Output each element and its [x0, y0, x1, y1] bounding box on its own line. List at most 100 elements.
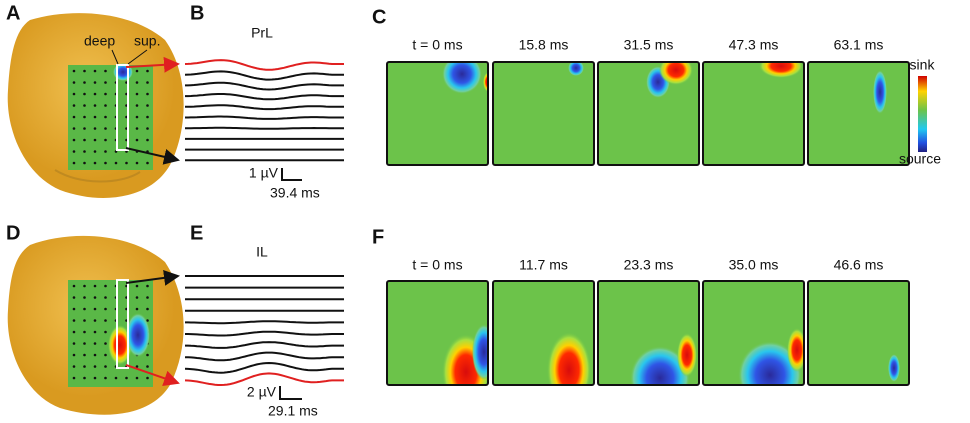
frame-border: [807, 280, 910, 386]
electrode: [72, 376, 76, 380]
electrode: [104, 307, 107, 311]
electrode: [83, 150, 86, 153]
electrode: [83, 92, 86, 96]
csd-frame: [387, 62, 488, 165]
panel-letter: C: [372, 6, 386, 28]
csd-frame: [808, 281, 909, 385]
frame-border: [597, 280, 700, 386]
csd-blob: [787, 328, 804, 372]
electrode: [146, 376, 149, 380]
electrode: [83, 296, 86, 299]
electrode: [83, 353, 86, 357]
electrode: [72, 150, 76, 153]
region-label: PrL: [251, 25, 273, 41]
electrode: [146, 161, 149, 165]
electrode: [146, 138, 149, 142]
slice-contour: [54, 169, 141, 183]
electrode: [135, 138, 139, 142]
frame-border: [702, 280, 805, 386]
trace: [185, 330, 344, 337]
electrode: [83, 161, 86, 165]
electrode: [104, 319, 107, 322]
electrode: [104, 150, 107, 153]
electrode: [146, 284, 149, 288]
csd-frames: t = 0 ms 11.7 ms 23.3 ms 35.0 ms 46.6 ms: [386, 257, 910, 386]
electrode: [93, 127, 97, 130]
electrode: [104, 284, 107, 288]
traces: [184, 275, 344, 386]
trace: [184, 351, 344, 362]
csd-blob: [888, 354, 900, 382]
column-outline: [116, 279, 129, 369]
electrode: [93, 296, 97, 299]
electrode: [104, 92, 107, 96]
csd-frame: [598, 62, 699, 165]
electrode: [104, 127, 107, 130]
electrode: [93, 319, 97, 322]
pointer: [127, 49, 148, 65]
arrow: [125, 269, 180, 286]
panel-letter: F: [372, 226, 384, 248]
frame-border: [386, 61, 489, 166]
electrode: [104, 296, 107, 299]
frame-border: [492, 61, 595, 166]
frame-border: [597, 61, 700, 166]
electrode: [83, 330, 86, 334]
panel-letter: A: [6, 2, 20, 24]
electrode: [93, 81, 97, 84]
csd-blob: [568, 62, 584, 76]
electrode: [93, 307, 97, 311]
csd-blob: [873, 70, 887, 114]
frame-time: 63.1 ms: [834, 37, 884, 53]
electrode: [146, 296, 149, 299]
electrode: [146, 115, 149, 119]
electrode: [72, 284, 76, 288]
electrode: [72, 81, 76, 84]
csd-blob: [630, 346, 690, 385]
trace: [185, 126, 344, 130]
frame-bg: [703, 62, 804, 165]
electrode: [83, 138, 86, 142]
electrode: [146, 127, 149, 130]
frame-time: 46.6 ms: [834, 257, 884, 273]
electrode: [72, 365, 76, 368]
label-sup: sup.: [134, 33, 160, 49]
electrode: [104, 104, 107, 107]
electrode: [135, 376, 139, 380]
electrode: [104, 69, 107, 73]
csd-blob: [547, 332, 591, 385]
trace: [185, 115, 344, 120]
trace: [184, 59, 344, 71]
electrode: [72, 330, 76, 334]
electrode: [83, 81, 86, 84]
electrode: [146, 353, 149, 357]
column-outline: [116, 64, 129, 151]
electrode: [104, 342, 107, 345]
electrode: [93, 376, 97, 380]
electrode: [72, 138, 76, 142]
electrode: [83, 104, 86, 107]
electrode: [72, 92, 76, 96]
electrode: [146, 92, 149, 96]
frame-bg: [808, 62, 909, 165]
arrow: [125, 364, 180, 386]
electrode: [72, 161, 76, 165]
electrode: [72, 127, 76, 130]
trace: [184, 372, 344, 386]
electrode: [146, 365, 149, 368]
electrode: [83, 365, 86, 368]
electrode: [146, 307, 149, 311]
electrode: [135, 296, 139, 299]
electrode: [104, 353, 107, 357]
electrode: [93, 330, 97, 334]
csd-frame: [808, 62, 909, 165]
electrode: [93, 138, 97, 142]
electrode: [93, 92, 97, 96]
electrode: [72, 104, 76, 107]
csd-blob: [659, 62, 693, 85]
electrode: [83, 319, 86, 322]
electrode: [72, 115, 76, 119]
electrode: [93, 104, 97, 107]
electrode: [146, 104, 149, 107]
electrode: [135, 161, 139, 165]
